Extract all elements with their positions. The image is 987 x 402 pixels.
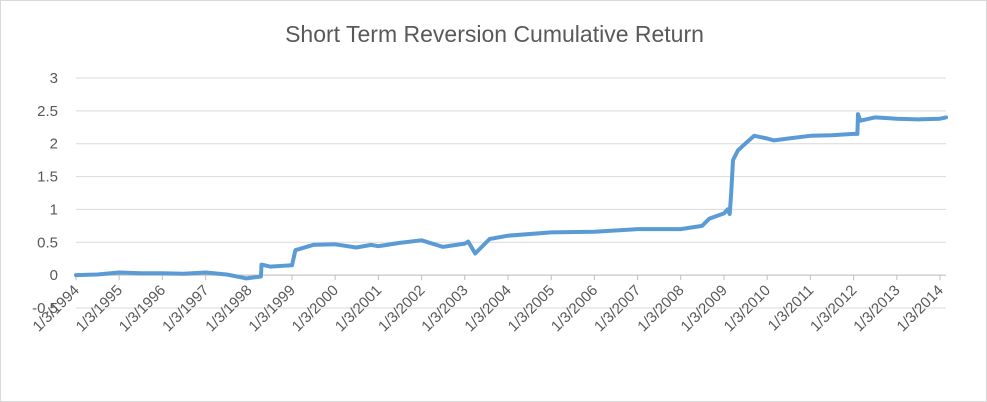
cumulative-return-line	[74, 112, 948, 281]
x-tick-label: 1/3/2005	[505, 282, 558, 335]
x-tick-label: 1/3/2010	[721, 282, 774, 335]
x-tick-label: 1/3/1996	[116, 282, 169, 335]
x-tick-label: 1/3/2001	[332, 282, 385, 335]
x-tick-label: 1/3/2006	[548, 282, 601, 335]
y-tick-label: 1	[50, 201, 58, 218]
y-tick-label: 0	[50, 267, 58, 284]
x-tick-label: 1/3/2004	[461, 282, 514, 335]
x-tick-label: 1/3/2009	[678, 282, 731, 335]
y-tick-label: 0.5	[37, 234, 58, 251]
y-tick-label: 1.5	[37, 169, 58, 186]
x-tick-label: 1/3/1999	[245, 282, 298, 335]
chart-title: Short Term Reversion Cumulative Return	[285, 21, 704, 47]
x-tick-label: 1/3/1998	[202, 282, 255, 335]
x-tick-label: 1/3/2002	[375, 282, 428, 335]
x-tick-label: 1/3/2000	[289, 282, 342, 335]
x-tick-label: 1/3/2007	[591, 282, 644, 335]
x-tick-label: 1/3/2014	[894, 282, 947, 335]
x-tick-label: 1/3/1995	[73, 282, 126, 335]
x-tick-label: 1/3/1997	[159, 282, 212, 335]
x-tick-label: 1/3/2013	[850, 282, 903, 335]
y-tick-label: -0.5	[32, 300, 58, 317]
y-tick-label: 3	[50, 70, 58, 87]
x-tick-label: 1/3/2008	[634, 282, 687, 335]
x-tick-label: 1/3/2003	[418, 282, 471, 335]
y-tick-label: 2.5	[37, 103, 58, 120]
x-tick-label: 1/3/2012	[807, 282, 860, 335]
y-tick-label: 2	[50, 136, 58, 153]
